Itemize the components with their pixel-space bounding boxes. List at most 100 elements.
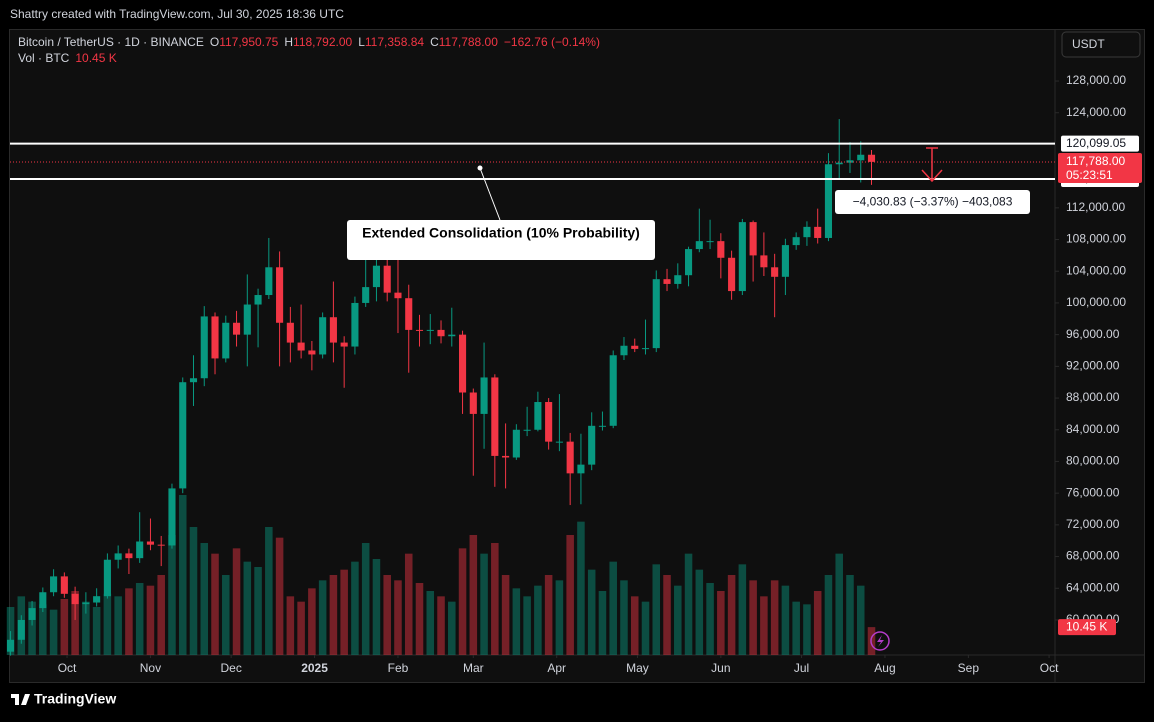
volume-bar bbox=[49, 609, 58, 655]
candle-body bbox=[28, 608, 36, 620]
legend-key: H bbox=[284, 35, 293, 49]
volume-bar bbox=[114, 596, 122, 655]
candle-body bbox=[684, 249, 693, 276]
y-tick-label: 80,000.00 bbox=[1066, 454, 1120, 468]
volume-title: Vol · BTC bbox=[18, 51, 70, 65]
candle-body bbox=[93, 596, 101, 603]
last-price-box bbox=[1058, 152, 1142, 183]
y-tick-label: 72,000.00 bbox=[1066, 517, 1120, 531]
volume-bar bbox=[512, 588, 521, 655]
volume-bar bbox=[663, 575, 671, 655]
x-tick-label: Jun bbox=[711, 661, 730, 675]
x-tick-label: Apr bbox=[547, 661, 566, 675]
measure-arrow bbox=[921, 147, 943, 183]
volume-bar bbox=[587, 569, 596, 655]
candle-body bbox=[523, 429, 531, 431]
x-tick-label: 2025 bbox=[301, 661, 328, 675]
volume-bar bbox=[103, 593, 112, 655]
candle-body bbox=[276, 267, 284, 323]
candle-body bbox=[674, 275, 682, 284]
candle-body bbox=[146, 541, 154, 545]
candle-body bbox=[534, 402, 542, 430]
price-label-box bbox=[1061, 135, 1139, 152]
volume-bar bbox=[749, 580, 757, 655]
alert-icon[interactable] bbox=[870, 631, 890, 651]
candle-body bbox=[232, 322, 241, 335]
volume-bar bbox=[469, 535, 478, 655]
volume-bar bbox=[846, 575, 854, 655]
candle-body bbox=[125, 553, 133, 559]
candle-body bbox=[383, 265, 391, 293]
candle-body bbox=[760, 255, 768, 268]
candle-body bbox=[200, 316, 208, 379]
volume-bar bbox=[630, 596, 639, 655]
currency-button[interactable] bbox=[1061, 31, 1141, 58]
legend-value: 117,358.84 bbox=[365, 35, 424, 49]
chart-frame bbox=[9, 29, 1145, 683]
candle-body bbox=[695, 241, 703, 250]
candle-body bbox=[469, 392, 477, 414]
volume-bar bbox=[684, 553, 693, 655]
volume-bar bbox=[275, 537, 284, 655]
candle-body bbox=[82, 602, 90, 605]
candle-body bbox=[728, 257, 736, 292]
candle-body bbox=[631, 345, 639, 349]
legend-change: −162.76 (−0.14%) bbox=[504, 35, 600, 49]
volume-bar bbox=[566, 535, 574, 655]
candle-body bbox=[243, 304, 251, 335]
candle-body bbox=[448, 334, 456, 337]
volume-bar bbox=[189, 527, 198, 655]
x-tick-label: Jul bbox=[794, 661, 809, 675]
y-tick-label: 96,000.00 bbox=[1066, 327, 1120, 341]
currency-label[interactable]: USDT bbox=[1072, 37, 1105, 51]
measure-label: −4,030.83 (−3.37%) −403,083 bbox=[853, 195, 1013, 209]
candle-body bbox=[254, 295, 262, 305]
candle-body bbox=[803, 226, 811, 238]
volume-bar bbox=[813, 591, 822, 655]
volume-bar bbox=[222, 575, 230, 655]
legend-key: O bbox=[210, 35, 219, 49]
candle-body bbox=[157, 544, 165, 546]
legend-value: 117,788.00 bbox=[439, 35, 498, 49]
volume-bar bbox=[641, 601, 650, 655]
candle-body bbox=[168, 488, 176, 546]
volume-bar bbox=[856, 585, 865, 655]
candle-body bbox=[566, 441, 574, 474]
candle-body bbox=[458, 334, 467, 393]
candle-body bbox=[588, 425, 596, 465]
candle-body bbox=[308, 350, 316, 355]
candle-body bbox=[351, 302, 359, 347]
footer-brand: TradingView bbox=[34, 691, 116, 707]
x-tick-label: Aug bbox=[874, 661, 895, 675]
y-tick-label: 84,000.00 bbox=[1066, 422, 1120, 436]
volume-bar bbox=[620, 580, 628, 655]
volume-bar bbox=[60, 599, 69, 655]
y-tick-label: 124,000.00 bbox=[1066, 105, 1126, 119]
footer-logo bbox=[11, 694, 30, 705]
volume-bar bbox=[82, 601, 90, 655]
candle-body bbox=[189, 378, 198, 383]
volume-bar bbox=[178, 495, 187, 655]
volume-label-box bbox=[1058, 619, 1116, 636]
volume-bar bbox=[674, 585, 682, 655]
volume-bar bbox=[297, 601, 305, 655]
volume-bar bbox=[211, 553, 219, 655]
candle-body bbox=[738, 222, 746, 292]
volume-bar bbox=[760, 596, 768, 655]
candle-body bbox=[641, 348, 650, 350]
candle-body bbox=[781, 245, 789, 277]
y-tick-label: 100,000.00 bbox=[1066, 295, 1126, 309]
candle-body bbox=[609, 355, 617, 426]
candle-body bbox=[502, 455, 510, 458]
volume-bar bbox=[200, 543, 209, 655]
y-tick-label: 108,000.00 bbox=[1066, 232, 1126, 246]
volume-bar bbox=[351, 561, 359, 655]
volume-bar bbox=[243, 561, 252, 655]
candle-body bbox=[103, 559, 111, 597]
volume-bar bbox=[480, 553, 488, 655]
y-tick-label: 88,000.00 bbox=[1066, 390, 1120, 404]
volume-bar bbox=[404, 553, 413, 655]
x-tick-label: Mar bbox=[463, 661, 484, 675]
volume-bar bbox=[727, 575, 736, 655]
annotation-anchor bbox=[477, 165, 483, 171]
